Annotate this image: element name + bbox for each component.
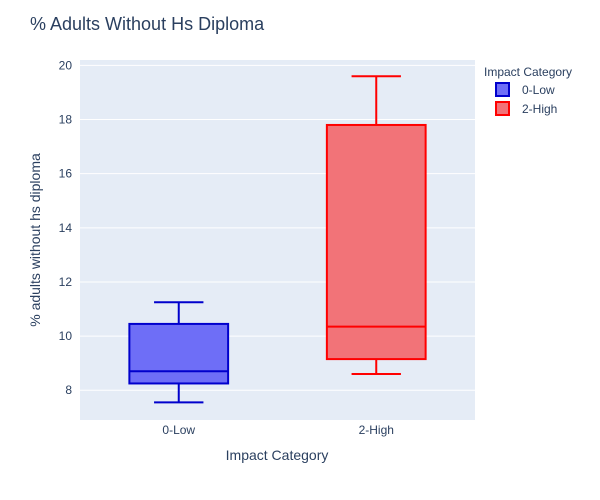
- legend-title: Impact Category: [484, 65, 572, 79]
- legend-swatch: [495, 82, 510, 97]
- y-axis-title: % adults without hs diploma: [27, 153, 43, 327]
- y-axis-ticks: 8 10 12 14 16 18 20: [59, 58, 73, 397]
- x-tick-label: 2-High: [359, 423, 394, 437]
- legend-label: 0-Low: [522, 83, 555, 97]
- interquartile-box: [128, 322, 230, 385]
- box-0-low: [128, 301, 230, 404]
- x-axis-ticks: 0-Low 2-High: [162, 423, 394, 437]
- legend-item-2-high[interactable]: 2-High: [495, 101, 557, 116]
- y-tick-label: 8: [65, 383, 72, 397]
- y-tick-label: 12: [59, 275, 73, 289]
- legend-items: 0-Low 2-High: [495, 82, 557, 116]
- x-tick-label: 0-Low: [162, 423, 195, 437]
- y-tick-label: 16: [59, 167, 73, 181]
- legend-swatch: [495, 101, 510, 116]
- x-axis-title: Impact Category: [226, 447, 329, 463]
- legend: Impact Category 0-Low 2-High: [484, 65, 572, 116]
- y-tick-label: 10: [59, 329, 73, 343]
- box-2-high: [325, 75, 427, 375]
- y-tick-label: 14: [59, 221, 73, 235]
- y-tick-label: 18: [59, 113, 73, 127]
- chart-title: % Adults Without Hs Diploma: [30, 14, 265, 34]
- interquartile-box: [325, 123, 427, 361]
- legend-item-0-low[interactable]: 0-Low: [495, 82, 555, 97]
- boxes: [128, 75, 427, 404]
- y-tick-label: 20: [59, 58, 73, 72]
- legend-label: 2-High: [522, 102, 557, 116]
